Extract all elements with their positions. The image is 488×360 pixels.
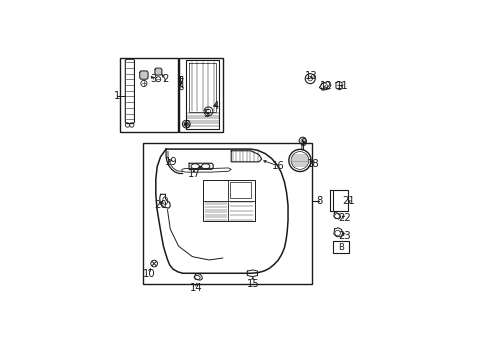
Text: 9: 9: [300, 138, 306, 148]
Text: 2: 2: [162, 74, 168, 84]
Text: 17: 17: [187, 169, 200, 179]
Bar: [229, 182, 250, 198]
Text: 3: 3: [150, 74, 156, 84]
Text: B: B: [337, 243, 343, 252]
Text: 1: 1: [114, 91, 120, 101]
Text: 7: 7: [177, 77, 183, 87]
Text: 16: 16: [271, 161, 284, 171]
Text: 5: 5: [203, 109, 209, 119]
Text: 15: 15: [246, 279, 259, 289]
Bar: [120, 58, 178, 132]
Text: 4: 4: [212, 100, 219, 111]
Bar: [142, 143, 311, 284]
Text: 12: 12: [319, 81, 332, 91]
Bar: [178, 58, 223, 132]
Text: 23: 23: [338, 231, 350, 241]
Text: 20: 20: [154, 201, 166, 210]
Text: 6: 6: [183, 120, 189, 130]
Text: 22: 22: [338, 213, 350, 224]
Text: 10: 10: [142, 269, 155, 279]
Text: 19: 19: [165, 157, 178, 167]
Text: 14: 14: [190, 283, 203, 293]
Text: 13: 13: [305, 71, 317, 81]
Text: 18: 18: [306, 159, 319, 169]
Bar: [203, 180, 254, 221]
Text: 8: 8: [316, 196, 322, 206]
Circle shape: [198, 166, 201, 168]
Bar: [332, 241, 348, 253]
Text: 11: 11: [336, 81, 348, 91]
Bar: [332, 190, 347, 211]
Text: 21: 21: [342, 196, 355, 206]
